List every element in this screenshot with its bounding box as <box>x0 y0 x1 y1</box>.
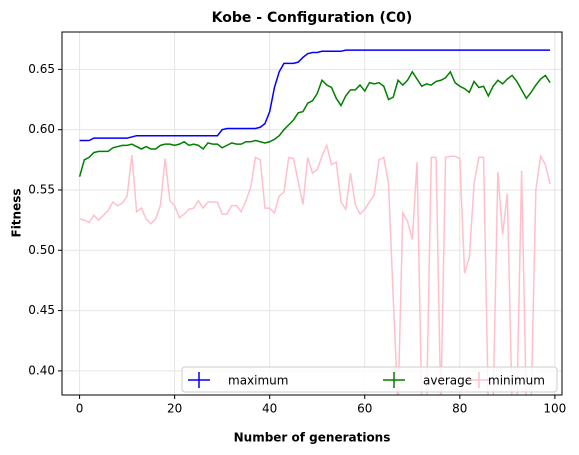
legend-label: minimum <box>488 374 545 388</box>
plot-frame <box>61 31 563 396</box>
y-tick-label: 0.55 <box>28 182 55 196</box>
y-tick-label: 0.45 <box>28 303 55 317</box>
x-tick-label: 40 <box>262 402 277 416</box>
y-tick-label: 0.40 <box>28 363 55 377</box>
x-tick-label: 100 <box>543 402 566 416</box>
legend-label: maximum <box>228 374 288 388</box>
x-tick-label: 60 <box>357 402 372 416</box>
series-line <box>79 49 551 142</box>
legend: maximum average minimum <box>181 366 558 393</box>
plot-lines <box>78 49 551 395</box>
x-tick-label: 80 <box>452 402 467 416</box>
x-tick-label: 20 <box>167 402 182 416</box>
series-line <box>78 70 551 177</box>
chart-title: Kobe - Configuration (C0) <box>212 10 413 26</box>
grid <box>62 32 562 395</box>
legend-box <box>181 366 558 393</box>
y-tick-label: 0.60 <box>28 122 55 136</box>
x-axis-label: Number of generations <box>234 431 391 445</box>
series-line <box>79 143 551 395</box>
legend-label: average <box>423 374 472 388</box>
y-tick-label: 0.50 <box>28 243 55 257</box>
y-tick-label: 0.65 <box>28 62 55 76</box>
x-tick-label: 0 <box>76 402 84 416</box>
y-axis-label: Fitness <box>10 188 24 237</box>
